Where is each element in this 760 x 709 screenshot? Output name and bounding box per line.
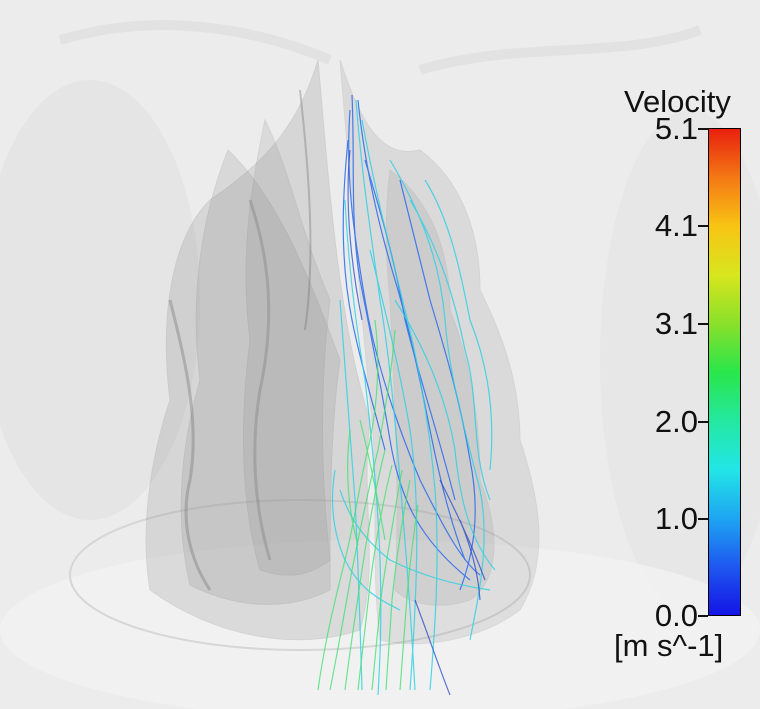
- velocity-streamlines: [317, 94, 496, 696]
- nasal-cavity-geometry: [145, 59, 540, 645]
- streamlines-high-velocity: [317, 319, 419, 691]
- streamlines-outer: [347, 149, 486, 696]
